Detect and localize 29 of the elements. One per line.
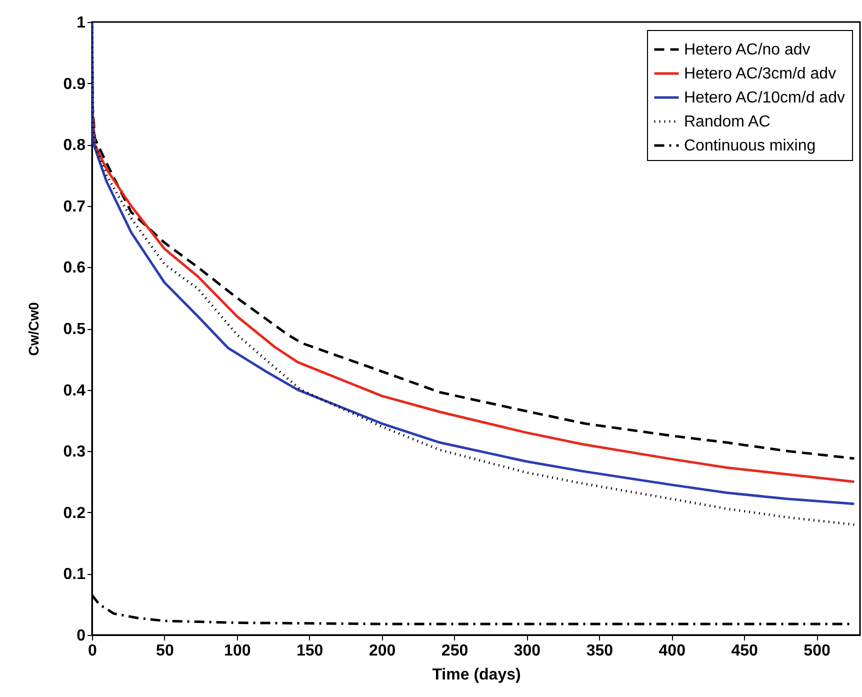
y-tick-label: 0.4 <box>63 382 86 400</box>
legend-label: Hetero AC/3cm/d adv <box>684 66 836 82</box>
legend-label: Continuous mixing <box>684 138 816 154</box>
x-tick-label: 0 <box>88 642 98 660</box>
y-axis-title: Cw/Cw0 <box>25 302 42 356</box>
y-tick-label: 0.1 <box>63 566 86 584</box>
x-tick-label: 250 <box>441 642 468 660</box>
x-axis-title: Time (days) <box>432 666 521 684</box>
y-tick-label: 0.9 <box>63 76 86 93</box>
legend-label: Hetero AC/no adv <box>684 42 810 58</box>
x-tick-label: 50 <box>156 642 174 660</box>
x-tick-label: 100 <box>224 642 251 660</box>
y-tick-label: 0.3 <box>63 444 86 461</box>
x-tick-label: 400 <box>658 642 686 660</box>
y-tick-label: 0.6 <box>63 260 86 277</box>
x-tick-label: 450 <box>731 642 758 660</box>
legend-label: Hetero AC/10cm/d adv <box>684 90 845 106</box>
x-tick-label: 350 <box>586 642 614 660</box>
y-tick-label: 1 <box>76 14 86 32</box>
y-tick-label: 0.5 <box>63 321 86 338</box>
x-tick-label: 150 <box>296 642 324 660</box>
y-tick-label: 0.8 <box>63 137 86 154</box>
legend-label: Random AC <box>684 114 770 130</box>
x-tick-label: 500 <box>804 642 830 660</box>
y-tick-label: 0.2 <box>63 504 86 522</box>
x-tick-label: 200 <box>368 642 396 660</box>
y-tick-label: 0 <box>76 628 86 644</box>
x-tick-label: 300 <box>514 642 541 660</box>
y-tick-label: 0.7 <box>63 198 86 216</box>
